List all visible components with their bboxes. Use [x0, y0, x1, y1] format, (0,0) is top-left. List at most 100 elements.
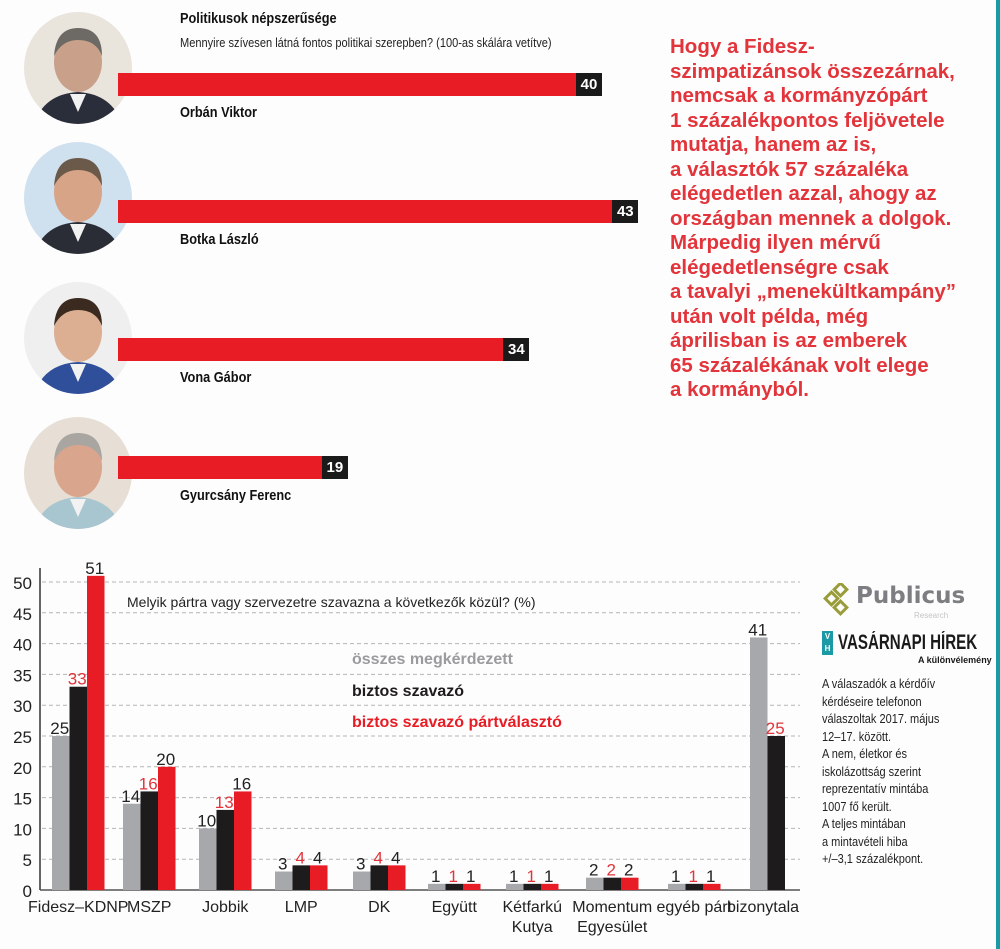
quote-line: nemcsak a kormányzópárt — [670, 84, 928, 107]
y-tick-label: 25 — [13, 728, 32, 747]
bar-value-label: 25 — [50, 719, 69, 738]
y-tick-label: 50 — [13, 574, 32, 593]
politician-name: Orbán Viktor — [180, 104, 258, 121]
bar — [292, 865, 310, 890]
bar-value-label: 4 — [296, 848, 305, 867]
quote-line: 1 százalékpontos feljövetele — [670, 108, 945, 132]
popularity-value: 40 — [576, 73, 602, 96]
category-label: Együtt — [432, 899, 478, 916]
methodology-line: a mintavételi hiba — [822, 834, 908, 849]
bar — [69, 686, 87, 890]
methodology-line: 12–17. között. — [822, 729, 892, 744]
bar-value-label: 3 — [278, 855, 287, 874]
bar — [158, 766, 176, 890]
bar-value-label: 1 — [466, 867, 475, 886]
bar — [703, 883, 721, 890]
methodology-line: +/–3,1 százalékpont. — [822, 852, 924, 866]
bar-value-label: 1 — [509, 867, 518, 886]
bar — [87, 575, 105, 890]
vh-tagline: A különvélemény — [918, 655, 992, 665]
politician-photo — [24, 417, 132, 529]
methodology-line: A nem, életkor és — [822, 747, 907, 761]
bar-value-label: 4 — [374, 848, 383, 867]
bar — [506, 883, 524, 890]
vh-mark-top: V — [824, 632, 831, 641]
category-label: Momentum — [572, 899, 652, 916]
bar — [199, 828, 217, 890]
y-tick-label: 45 — [13, 605, 32, 624]
quote-line: Hogy a Fidesz- — [670, 35, 815, 58]
bar-value-label: 1 — [706, 867, 715, 886]
bar — [123, 803, 141, 890]
quote-line: szimpatizánsok összezárnak, — [670, 59, 955, 83]
quote-line: áprilisban is az emberek — [670, 329, 908, 352]
bar-value-label: 4 — [313, 848, 322, 867]
teal-edge-rule — [996, 0, 1000, 949]
bar-value-label: 1 — [544, 867, 553, 886]
category-label: DK — [368, 899, 391, 916]
category-label: Kétfarkú — [502, 899, 562, 916]
methodology-line: A válaszadók a kérdőív — [822, 677, 936, 691]
category-label: LMP — [285, 899, 318, 916]
bar — [310, 865, 328, 890]
politician-name: Botka László — [180, 231, 259, 248]
y-tick-label: 20 — [13, 759, 32, 778]
bar — [463, 883, 481, 890]
publicus-logo: Publicus Research — [822, 583, 965, 623]
bar — [353, 871, 371, 890]
category-label: MSZP — [127, 899, 171, 916]
popularity-bar — [118, 73, 576, 96]
quote-line: mutatja, hanem az is, — [670, 133, 877, 156]
methodology-line: válaszoltak 2017. május — [822, 712, 940, 726]
bar — [767, 736, 785, 890]
bar — [216, 809, 234, 890]
bar — [370, 865, 388, 890]
bar-value-label: 25 — [766, 719, 785, 738]
politician-photo — [24, 12, 132, 124]
quote-line: elégedetlenségre csak — [670, 255, 889, 279]
methodology-line: A teljes mintában — [822, 817, 906, 831]
vh-mark-bottom: H — [824, 644, 831, 653]
y-tick-label: 30 — [13, 697, 32, 716]
bar-value-label: 1 — [431, 867, 440, 886]
bar-value-label: 16 — [139, 774, 158, 793]
popularity-bar — [118, 456, 322, 479]
chart-title: Melyik pártra vagy szervezetre szavazna … — [127, 594, 536, 610]
popularity-value: 34 — [503, 338, 530, 361]
bar — [668, 883, 686, 890]
quote-line: 65 százalékának volt elege — [670, 353, 929, 377]
category-label: Egyesület — [577, 919, 648, 936]
bar-value-label: 3 — [356, 855, 365, 874]
bar — [388, 865, 406, 890]
portrait-icon — [24, 142, 132, 254]
bar — [445, 883, 463, 890]
bar — [428, 883, 446, 890]
legend-entry: biztos szavazó pártválasztó — [352, 714, 562, 731]
bar-value-label: 33 — [68, 670, 87, 689]
bar-value-label: 16 — [232, 774, 251, 793]
quote-line: a választók 57 százaléka — [670, 157, 909, 181]
quote-line: Márpedig ilyen mérvű — [670, 231, 881, 254]
politician-photo — [24, 282, 132, 394]
bar — [685, 883, 703, 890]
bar — [750, 637, 768, 890]
bar — [234, 791, 252, 890]
methodology-line: kérdéseire telefonon — [822, 694, 922, 709]
category-label: bizonytalan — [727, 899, 800, 916]
bar-value-label: 51 — [85, 560, 104, 578]
portrait-icon — [24, 12, 132, 124]
vh-mark-icon: V H — [822, 631, 833, 655]
bar-value-label: 10 — [197, 811, 216, 830]
quote-line: a tavalyi „menekültkampány” — [670, 280, 956, 303]
bar-value-label: 2 — [624, 861, 633, 880]
methodology-line: reprezentatív mintába — [822, 782, 929, 796]
quote-line: a kormányból. — [670, 378, 809, 401]
y-tick-label: 5 — [23, 851, 32, 870]
bar — [586, 877, 604, 890]
bar — [621, 877, 639, 890]
vasarnapi-hirek-logo: V H VASÁRNAPI HÍREK A különvélemény — [822, 631, 992, 667]
bar — [52, 736, 70, 890]
bar-value-label: 1 — [671, 867, 680, 886]
y-tick-label: 15 — [13, 790, 32, 809]
bar-value-label: 4 — [391, 848, 400, 867]
